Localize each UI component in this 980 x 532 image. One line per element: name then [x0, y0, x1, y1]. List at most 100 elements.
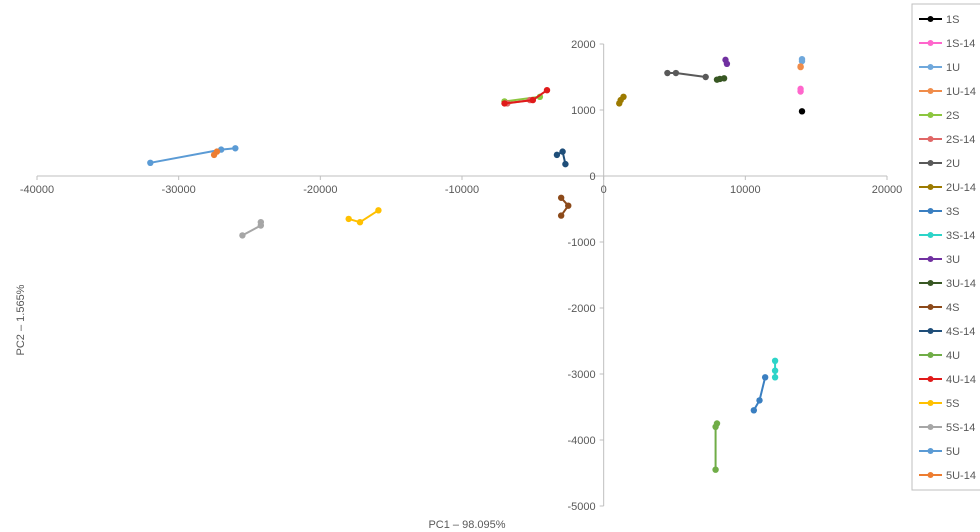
data-point	[771, 367, 779, 374]
data-point	[559, 148, 566, 155]
legend-entry: 2U	[919, 158, 960, 170]
y-tick-label: -3000	[568, 369, 596, 381]
series-line	[752, 377, 767, 411]
series-3s-14	[771, 357, 779, 381]
series-3s	[750, 374, 769, 414]
series-1u	[798, 55, 806, 65]
legend-entry: 2U-14	[919, 182, 976, 194]
x-tick-label: 0	[601, 184, 607, 196]
y-tick-label: 0	[590, 171, 596, 183]
data-point	[543, 87, 551, 94]
legend-swatch-marker	[927, 16, 934, 22]
series-1s-14	[797, 85, 804, 95]
legend-swatch-marker	[927, 328, 934, 334]
legend-swatch-marker	[927, 208, 934, 214]
series-4s	[557, 194, 572, 219]
series-2u-14	[616, 93, 627, 107]
data-point	[620, 93, 627, 101]
legend-label: 4U	[946, 350, 960, 362]
series-3u-14	[713, 75, 728, 83]
legend-entry: 3S	[919, 206, 959, 218]
legend-label: 5U	[946, 446, 960, 458]
legend-box	[911, 3, 980, 491]
legend-swatch-marker	[927, 352, 934, 358]
series-line	[714, 423, 718, 470]
data-point	[147, 159, 154, 166]
series-2u	[664, 69, 709, 81]
legend-entry: 3U	[919, 254, 960, 266]
data-point	[553, 151, 561, 159]
x-tick-label: -30000	[162, 184, 196, 196]
data-point	[664, 69, 671, 77]
data-point	[257, 219, 265, 226]
data-point	[798, 108, 806, 115]
legend-swatch-marker	[927, 88, 934, 94]
data-point	[750, 407, 758, 414]
legend-label: 5S	[946, 398, 959, 410]
data-point	[712, 466, 719, 473]
y-axis-label: PC2 – 1.565%	[15, 284, 27, 355]
legend-entry: 3S-14	[919, 230, 975, 242]
legend-swatch-marker	[927, 64, 934, 70]
legend-label: 3S-14	[946, 230, 975, 242]
legend-entry: 4S	[919, 302, 959, 314]
legend-entry: 2S	[919, 110, 959, 122]
data-point	[672, 69, 680, 77]
legend-label: 2S-14	[946, 134, 975, 146]
legend-label: 5S-14	[946, 422, 975, 434]
legend-entry: 1S	[919, 14, 959, 26]
legend-label: 2U-14	[946, 182, 976, 194]
legend-label: 4S-14	[946, 326, 975, 338]
legend-label: 3U-14	[946, 278, 976, 290]
y-tick-label: 1000	[571, 105, 595, 117]
data-point	[557, 212, 565, 219]
legend-swatch-marker	[927, 112, 934, 118]
data-point	[771, 357, 779, 364]
legend-swatch-marker	[927, 184, 934, 190]
series-5u	[147, 145, 239, 166]
series-1s	[798, 108, 806, 115]
legend-label: 1U	[946, 62, 960, 74]
legend-swatch-marker	[927, 256, 934, 262]
legend-swatch-marker	[927, 448, 934, 454]
legend-label: 3S	[946, 206, 959, 218]
legend-label: 1S	[946, 14, 959, 26]
legend-swatch-marker	[927, 472, 934, 478]
legend-swatch-marker	[927, 232, 934, 238]
data-point	[720, 75, 728, 82]
legend-swatch-marker	[927, 160, 934, 166]
legend-entry: 1U-14	[919, 86, 976, 98]
legend-entry: 1U	[919, 62, 960, 74]
legend: 1S 1S-14 1U 1U-14 2S 2S-14 2U 2U-14 3S 3S-14 3U 3U-…	[911, 3, 980, 491]
x-axis-label: PC1 – 98.095%	[428, 519, 505, 531]
data-point	[239, 232, 246, 239]
legend-entry: 5U-14	[919, 470, 976, 482]
data-point	[723, 60, 731, 67]
data-point	[213, 148, 221, 155]
y-tick-label: -4000	[568, 435, 596, 447]
series-5s-14	[239, 219, 265, 239]
series-5u-14	[210, 148, 221, 159]
series-5s	[345, 207, 382, 226]
legend-entry: 1S-14	[919, 38, 975, 50]
axes-layer: -40000 -30000 -20000 -10000 0 10000 20000-5000…	[20, 39, 902, 513]
legend-swatch-marker	[927, 136, 934, 142]
y-tick-label: -1000	[568, 237, 596, 249]
legend-entry: 3U-14	[919, 278, 976, 290]
series-layer	[147, 55, 806, 473]
data-point	[501, 100, 508, 107]
legend-swatch-marker	[927, 40, 934, 46]
legend-label: 1U-14	[946, 86, 976, 98]
legend-entry: 5U	[919, 446, 960, 458]
series-3u	[722, 56, 731, 67]
legend-label: 1S-14	[946, 38, 975, 50]
data-point	[797, 63, 804, 70]
y-tick-label: -5000	[568, 501, 596, 513]
legend-swatch-marker	[927, 400, 934, 406]
legend-entry: 4U	[919, 350, 960, 362]
series-1u-14	[797, 63, 804, 71]
legend-label: 2U	[946, 158, 960, 170]
legend-swatch-marker	[927, 424, 934, 430]
legend-label: 4S	[946, 302, 959, 314]
